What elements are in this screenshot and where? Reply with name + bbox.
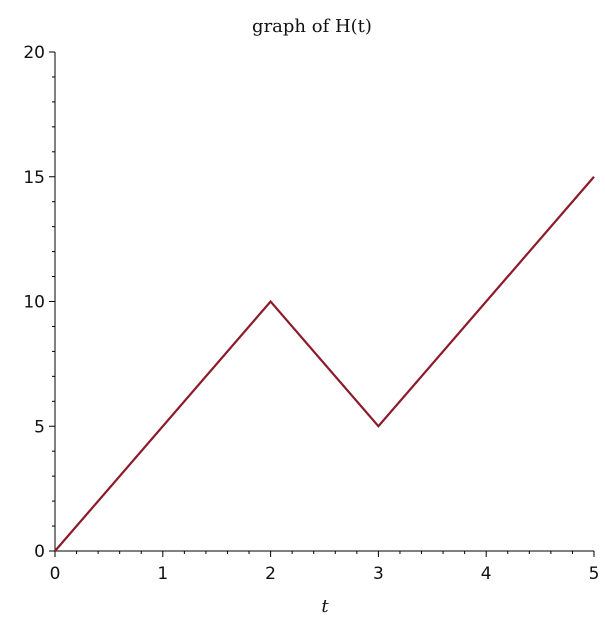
chart-title: graph of H(t) xyxy=(252,16,372,37)
x-axis-label: t xyxy=(321,596,329,617)
y-tick-label: 10 xyxy=(23,293,45,313)
y-tick-label: 0 xyxy=(34,542,45,562)
x-tick-label: 3 xyxy=(373,564,384,584)
x-tick-label: 5 xyxy=(589,564,600,584)
y-tick-label: 15 xyxy=(23,168,45,188)
axes xyxy=(54,52,594,552)
x-tick-label: 4 xyxy=(481,564,492,584)
y-tick-label: 5 xyxy=(34,417,45,437)
x-tick-label: 1 xyxy=(157,564,168,584)
x-tick-label: 0 xyxy=(50,564,61,584)
x-tick-label: 2 xyxy=(265,564,276,584)
ticks: 0 1 2 3 4 5 0 5 10 15 20 xyxy=(23,43,599,584)
series xyxy=(54,176,595,552)
y-tick-label: 20 xyxy=(23,43,45,63)
series-line xyxy=(54,176,595,552)
